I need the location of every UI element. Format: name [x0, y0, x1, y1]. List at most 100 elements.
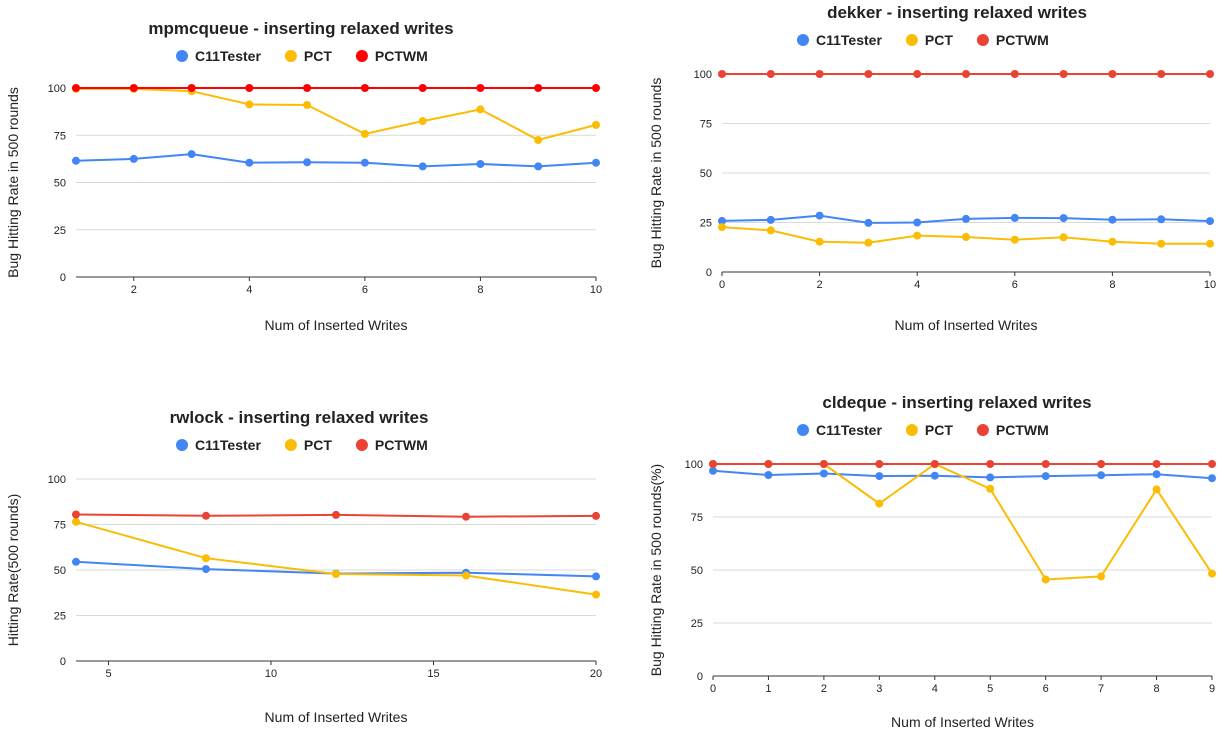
data-point-c11tester — [962, 214, 970, 223]
data-point-pct — [1157, 239, 1166, 248]
data-point-pct — [1059, 233, 1068, 242]
x-tick-label: 1 — [765, 683, 771, 695]
data-point-pctwm — [815, 70, 824, 78]
legend-marker-c11tester — [797, 34, 809, 46]
data-point-pctwm — [303, 84, 312, 92]
data-point-pctwm — [962, 70, 970, 78]
data-point-pctwm — [1206, 70, 1214, 78]
data-point-c11tester — [360, 158, 369, 167]
data-point-pctwm — [1152, 460, 1161, 468]
data-point-c11tester — [592, 158, 600, 167]
x-tick-label: 8 — [1109, 279, 1115, 291]
legend-label-c11tester: C11Tester — [195, 437, 261, 453]
data-point-pctwm — [1097, 460, 1106, 468]
legend-marker-pct — [284, 50, 297, 62]
data-point-c11tester — [1208, 474, 1216, 483]
y-tick-label: 50 — [54, 565, 66, 577]
data-point-pctwm — [1157, 70, 1166, 78]
series-line-pct — [713, 462, 1213, 581]
x-tick-label: 2 — [131, 284, 137, 296]
data-point-pctwm — [864, 70, 873, 78]
legend-marker-pctwm — [355, 439, 368, 451]
data-point-pct — [476, 105, 485, 114]
x-tick-label: 4 — [914, 279, 920, 291]
data-point-pct — [1152, 485, 1161, 494]
chart-title: mpmcqueue - inserting relaxed writes — [148, 19, 453, 38]
data-point-c11tester — [187, 150, 196, 159]
data-point-pct — [986, 484, 995, 493]
data-point-pctwm — [1010, 70, 1019, 78]
data-point-pct — [1041, 575, 1050, 584]
data-point-pct — [864, 238, 873, 247]
x-tick-label: 5 — [987, 683, 993, 695]
data-point-c11tester — [1108, 215, 1117, 224]
legend-label-pct: PCT — [925, 422, 953, 438]
data-point-pctwm — [1208, 460, 1216, 468]
data-point-c11tester — [1206, 217, 1214, 226]
data-point-pctwm — [72, 510, 80, 519]
data-point-pctwm — [913, 70, 922, 78]
data-point-pct — [875, 499, 884, 508]
y-axis-label: Hitting Rate(500 rounds) — [5, 494, 21, 647]
data-point-c11tester — [930, 471, 939, 480]
data-point-pct — [202, 554, 210, 563]
data-point-pct — [1010, 235, 1019, 244]
series-line-c11tester — [75, 153, 597, 168]
x-tick-label: 0 — [710, 683, 716, 695]
y-tick-label: 50 — [691, 565, 703, 577]
x-axis-label: Num of Inserted Writes — [895, 317, 1038, 333]
data-point-pctwm — [764, 460, 773, 468]
chart-panel-2: dekker - inserting relaxed writes C11Test… — [648, 3, 1216, 333]
data-point-pctwm — [360, 84, 369, 92]
data-point-pct — [462, 571, 470, 580]
y-tick-label: 100 — [685, 459, 703, 471]
data-point-pct — [766, 226, 775, 235]
data-point-c11tester — [875, 472, 884, 481]
data-point-pct — [332, 570, 340, 578]
y-tick-label: 0 — [697, 671, 703, 683]
legend-label-c11tester: C11Tester — [816, 32, 882, 48]
x-tick-label: 10 — [590, 284, 602, 296]
y-tick-label: 100 — [48, 474, 66, 486]
y-tick-label: 100 — [694, 69, 712, 81]
data-point-pctwm — [930, 460, 939, 468]
x-tick-label: 4 — [246, 284, 252, 296]
x-axis-label: Num of Inserted Writes — [265, 709, 408, 725]
y-tick-label: 25 — [700, 218, 712, 230]
data-point-c11tester — [864, 218, 873, 227]
legend-label-pctwm: PCTWM — [996, 32, 1049, 48]
data-point-pct — [1208, 569, 1216, 578]
data-point-pctwm — [1059, 70, 1068, 78]
y-tick-label: 75 — [700, 119, 712, 131]
data-point-pctwm — [72, 84, 80, 92]
data-point-c11tester — [1059, 214, 1068, 223]
legend-marker-pct — [905, 424, 918, 436]
data-point-pct — [592, 590, 600, 599]
x-tick-label: 6 — [362, 284, 368, 296]
legend-label-pctwm: PCTWM — [375, 48, 428, 64]
data-point-pct — [913, 231, 922, 240]
x-tick-label: 6 — [1012, 279, 1018, 291]
data-point-pct — [1206, 239, 1214, 248]
legend-marker-pctwm — [355, 50, 368, 62]
data-point-pctwm — [875, 460, 884, 468]
data-point-pct — [72, 517, 80, 526]
data-point-c11tester — [1097, 471, 1106, 480]
data-point-c11tester — [129, 154, 138, 163]
x-tick-label: 8 — [1153, 683, 1159, 695]
legend-label-pct: PCT — [925, 32, 953, 48]
x-tick-label: 6 — [1043, 683, 1049, 695]
y-tick-label: 75 — [54, 130, 66, 142]
legend-label-pctwm: PCTWM — [375, 437, 428, 453]
data-point-pctwm — [129, 84, 138, 92]
y-tick-label: 25 — [691, 618, 703, 630]
y-tick-label: 25 — [54, 225, 66, 237]
y-tick-label: 0 — [706, 267, 712, 279]
data-point-c11tester — [303, 158, 312, 167]
x-tick-label: 0 — [719, 279, 725, 291]
data-point-pctwm — [245, 84, 254, 92]
x-tick-label: 20 — [590, 668, 602, 680]
legend-label-pctwm: PCTWM — [996, 422, 1049, 438]
